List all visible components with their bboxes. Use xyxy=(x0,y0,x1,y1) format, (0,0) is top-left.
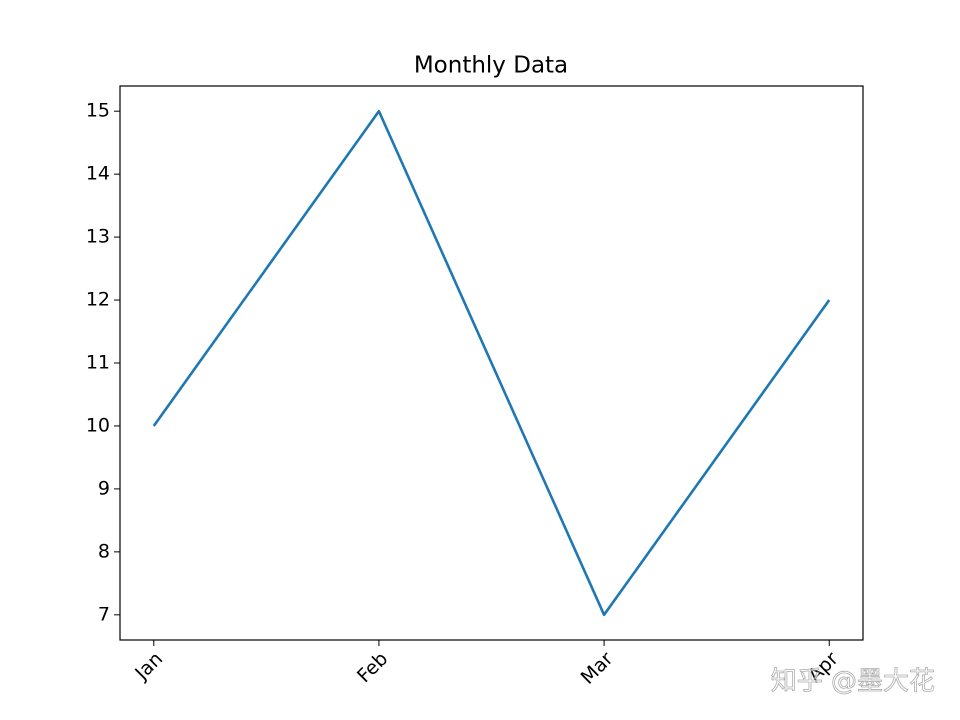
plot-frame xyxy=(119,85,864,641)
watermark: 知乎 @墨大花 xyxy=(771,667,935,697)
x-tick-label: Feb xyxy=(353,648,392,687)
line-series xyxy=(152,109,831,617)
y-tick-label: 14 xyxy=(86,163,110,185)
chart-title: Monthly Data xyxy=(414,53,568,79)
y-tick-label: 15 xyxy=(86,100,110,122)
y-tick-label: 8 xyxy=(98,540,110,562)
x-tick-label: Mar xyxy=(577,648,618,689)
y-tick-label: 11 xyxy=(86,352,110,374)
y-tick-label: 10 xyxy=(86,414,110,436)
y-tick-label: 9 xyxy=(98,477,110,499)
y-tick-label: 7 xyxy=(98,603,110,625)
x-tick-label: Jan xyxy=(130,648,167,685)
y-tick-label: 13 xyxy=(86,226,110,248)
y-tick-label: 12 xyxy=(86,289,110,311)
